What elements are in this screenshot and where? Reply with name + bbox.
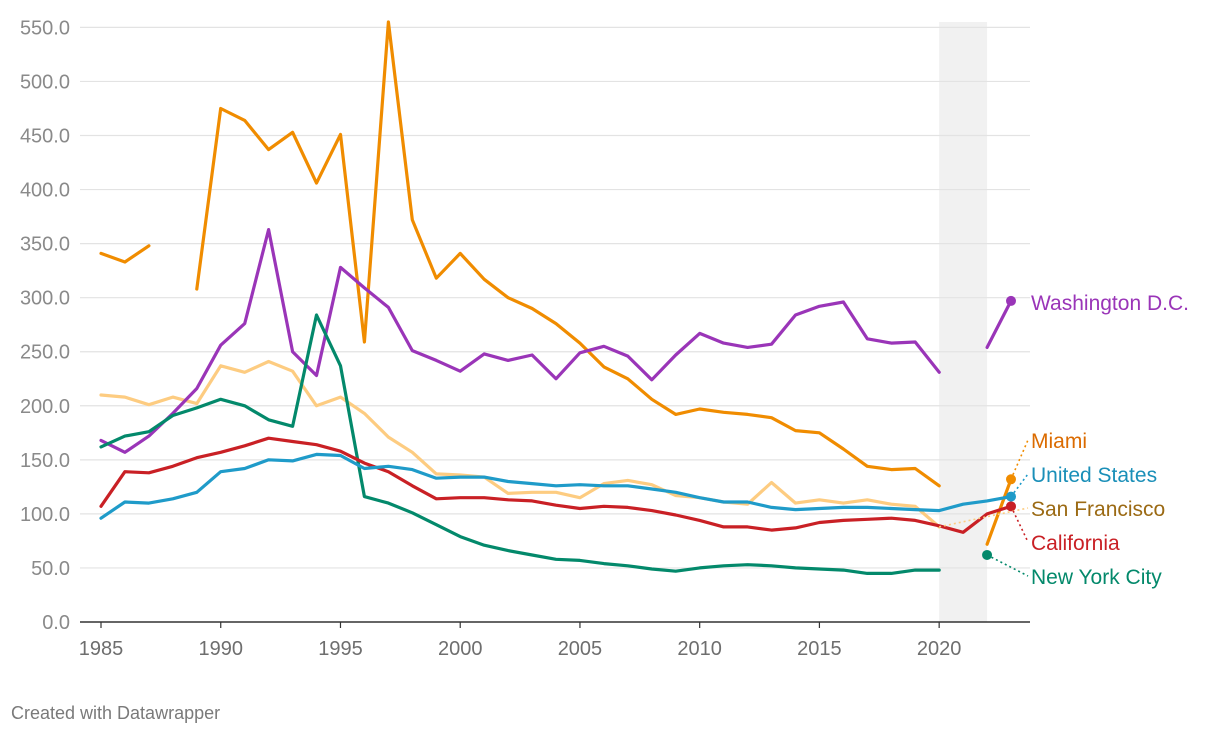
series-line-san-francisco bbox=[99, 359, 941, 529]
series-end-markers bbox=[982, 295, 1016, 560]
x-axis-ticks: 1985 1990 1995 2000 2005 2010 2015 2020 bbox=[79, 622, 962, 660]
y-tick-label: 100.0 bbox=[20, 504, 70, 526]
y-axis-ticks: 0.0 50.0 100.0 150.0 200.0 250.0 300.0 350.0 400… bbox=[20, 17, 70, 634]
series-label-new-york-city: New York City bbox=[1031, 566, 1162, 589]
x-tick-label: 2005 bbox=[558, 638, 603, 660]
y-tick-label: 450.0 bbox=[20, 126, 70, 148]
x-tick-label: 2010 bbox=[677, 638, 722, 660]
end-marker-washington-d-c- bbox=[1006, 295, 1016, 306]
x-tick-label: 1995 bbox=[318, 638, 363, 660]
x-tick-label: 2000 bbox=[438, 638, 483, 660]
y-tick-label: 550.0 bbox=[20, 17, 70, 39]
y-tick-label: 0.0 bbox=[42, 612, 70, 634]
x-tick-label: 2015 bbox=[797, 638, 842, 660]
series-label-san-francisco: San Francisco bbox=[1031, 498, 1165, 521]
y-tick-label: 200.0 bbox=[20, 396, 70, 418]
y-tick-label: 300.0 bbox=[20, 288, 70, 310]
y-tick-label: 400.0 bbox=[20, 180, 70, 202]
series-line-miami bbox=[99, 20, 1013, 546]
series-line-united-states bbox=[99, 452, 1013, 520]
series-line-new-york-city bbox=[101, 315, 987, 573]
label-leader-miami bbox=[1010, 439, 1029, 480]
x-tick-label: 1985 bbox=[79, 638, 124, 660]
gridlines bbox=[80, 26, 1030, 569]
series-line-california bbox=[99, 436, 1013, 534]
line-chart: 0.0 50.0 100.0 150.0 200.0 250.0 300.0 350.0 400… bbox=[20, 17, 1189, 660]
series-labels: San Francisco Miami Washington D.C. New Yor… bbox=[938, 292, 1189, 589]
series-label-united-states: United States bbox=[1031, 464, 1157, 487]
x-tick-label: 2020 bbox=[917, 638, 962, 660]
y-tick-label: 500.0 bbox=[20, 71, 70, 93]
y-tick-label: 50.0 bbox=[31, 558, 70, 580]
series-label-miami: Miami bbox=[1031, 430, 1087, 453]
credit-text: Created with Datawrapper bbox=[11, 703, 221, 723]
series-line-washington-d-c- bbox=[99, 228, 1013, 454]
y-tick-label: 250.0 bbox=[20, 342, 70, 364]
label-leader-new-york-city bbox=[986, 554, 1029, 577]
label-leader-california bbox=[1010, 505, 1029, 543]
y-tick-label: 350.0 bbox=[20, 234, 70, 256]
y-tick-label: 150.0 bbox=[20, 450, 70, 472]
x-tick-label: 1990 bbox=[198, 638, 243, 660]
series-lines bbox=[99, 20, 1013, 573]
series-label-washington-d-c-: Washington D.C. bbox=[1031, 292, 1189, 315]
series-label-california: California bbox=[1031, 532, 1120, 555]
